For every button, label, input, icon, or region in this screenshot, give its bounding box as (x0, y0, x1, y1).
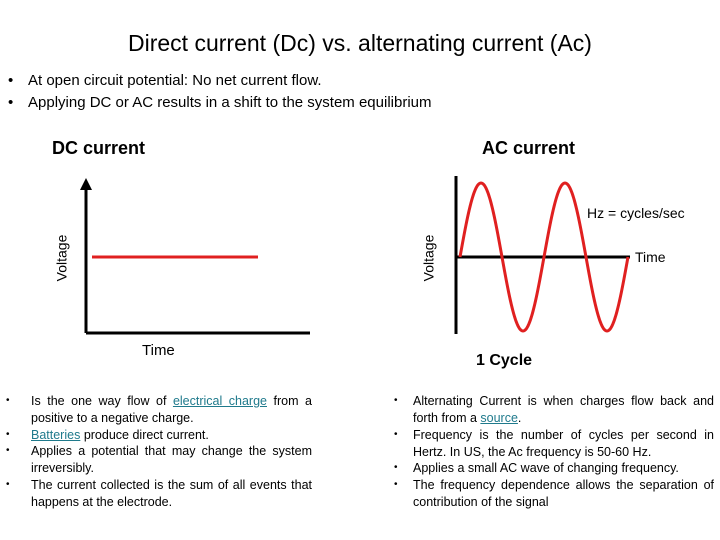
top-bullet-text: Applying DC or AC results in a shift to … (28, 94, 432, 111)
ac-heading: AC current (482, 138, 576, 158)
batteries-link[interactable]: Batteries (31, 428, 81, 442)
list-item-text: . (517, 410, 522, 425)
ac-cycle-label: 1 Cycle (476, 352, 533, 369)
top-bullet-2: • Applying DC or AC results in a shift to… (8, 94, 432, 111)
list-item-text: The frequency dependence allows the sepa… (413, 478, 714, 509)
page-title: Direct current (Dc) vs. alternating curr… (128, 30, 592, 56)
list-item-text: Applies a small AC wave of changing freq… (413, 461, 679, 475)
top-bullet-1: • At open circuit potential: No net curre… (8, 72, 322, 89)
bullet-dot: • (8, 94, 14, 111)
list-item: • The current collected is the sum of al… (0, 477, 312, 510)
dc-ylabel: Voltage (53, 234, 70, 282)
bullet-dot: • (6, 445, 10, 456)
dc-y-axis-arrowhead (80, 178, 92, 190)
bullet-dot: • (394, 429, 398, 440)
list-item-text: Frequency is the number of cycles per se… (413, 428, 714, 459)
top-bullet-text: At open circuit potential: No net curren… (28, 72, 322, 89)
list-item: • Is the one way flow of electrical char… (0, 393, 312, 426)
list-item: • Applies a potential that may change th… (0, 443, 312, 476)
list-item: • Alternating Current is when charges fl… (386, 393, 714, 426)
ac-xlabel: Time (635, 249, 666, 265)
dc-heading: DC current (52, 138, 146, 158)
ac-ylabel: Voltage (420, 234, 437, 282)
electrical-charge-link[interactable]: electrical charge (172, 394, 267, 408)
list-item: • Frequency is the number of cycles per … (386, 427, 714, 460)
bullet-dot: • (394, 479, 398, 490)
bullet-dot: • (8, 72, 14, 89)
ac-freq-label: Hz = cycles/sec (587, 205, 685, 221)
bullet-dot: • (394, 395, 398, 406)
bullet-dot: • (6, 395, 10, 406)
list-item: • Batteries produce direct current. (0, 427, 312, 444)
list-item-text: The current collected is the sum of all … (31, 478, 312, 509)
list-item-text: Applies a potential that may change the … (31, 444, 312, 475)
bullet-dot: • (6, 479, 10, 490)
list-item-text: from a positive to a negative charge. (31, 394, 312, 425)
dc-xlabel: Time (142, 342, 175, 359)
list-item-text: Alternating Current is when charges flow… (413, 394, 714, 425)
bullet-dot: • (394, 462, 398, 473)
ac-sine-wave (458, 181, 630, 333)
bullet-dot: • (6, 429, 10, 440)
list-item: • The frequency dependence allows the se… (386, 477, 714, 510)
list-item-text: Is the one way flow of (31, 394, 173, 408)
list-item: • Applies a small AC wave of changing fr… (386, 460, 714, 477)
list-item-text: produce direct current. (80, 428, 209, 442)
source-link[interactable]: source (480, 410, 518, 425)
